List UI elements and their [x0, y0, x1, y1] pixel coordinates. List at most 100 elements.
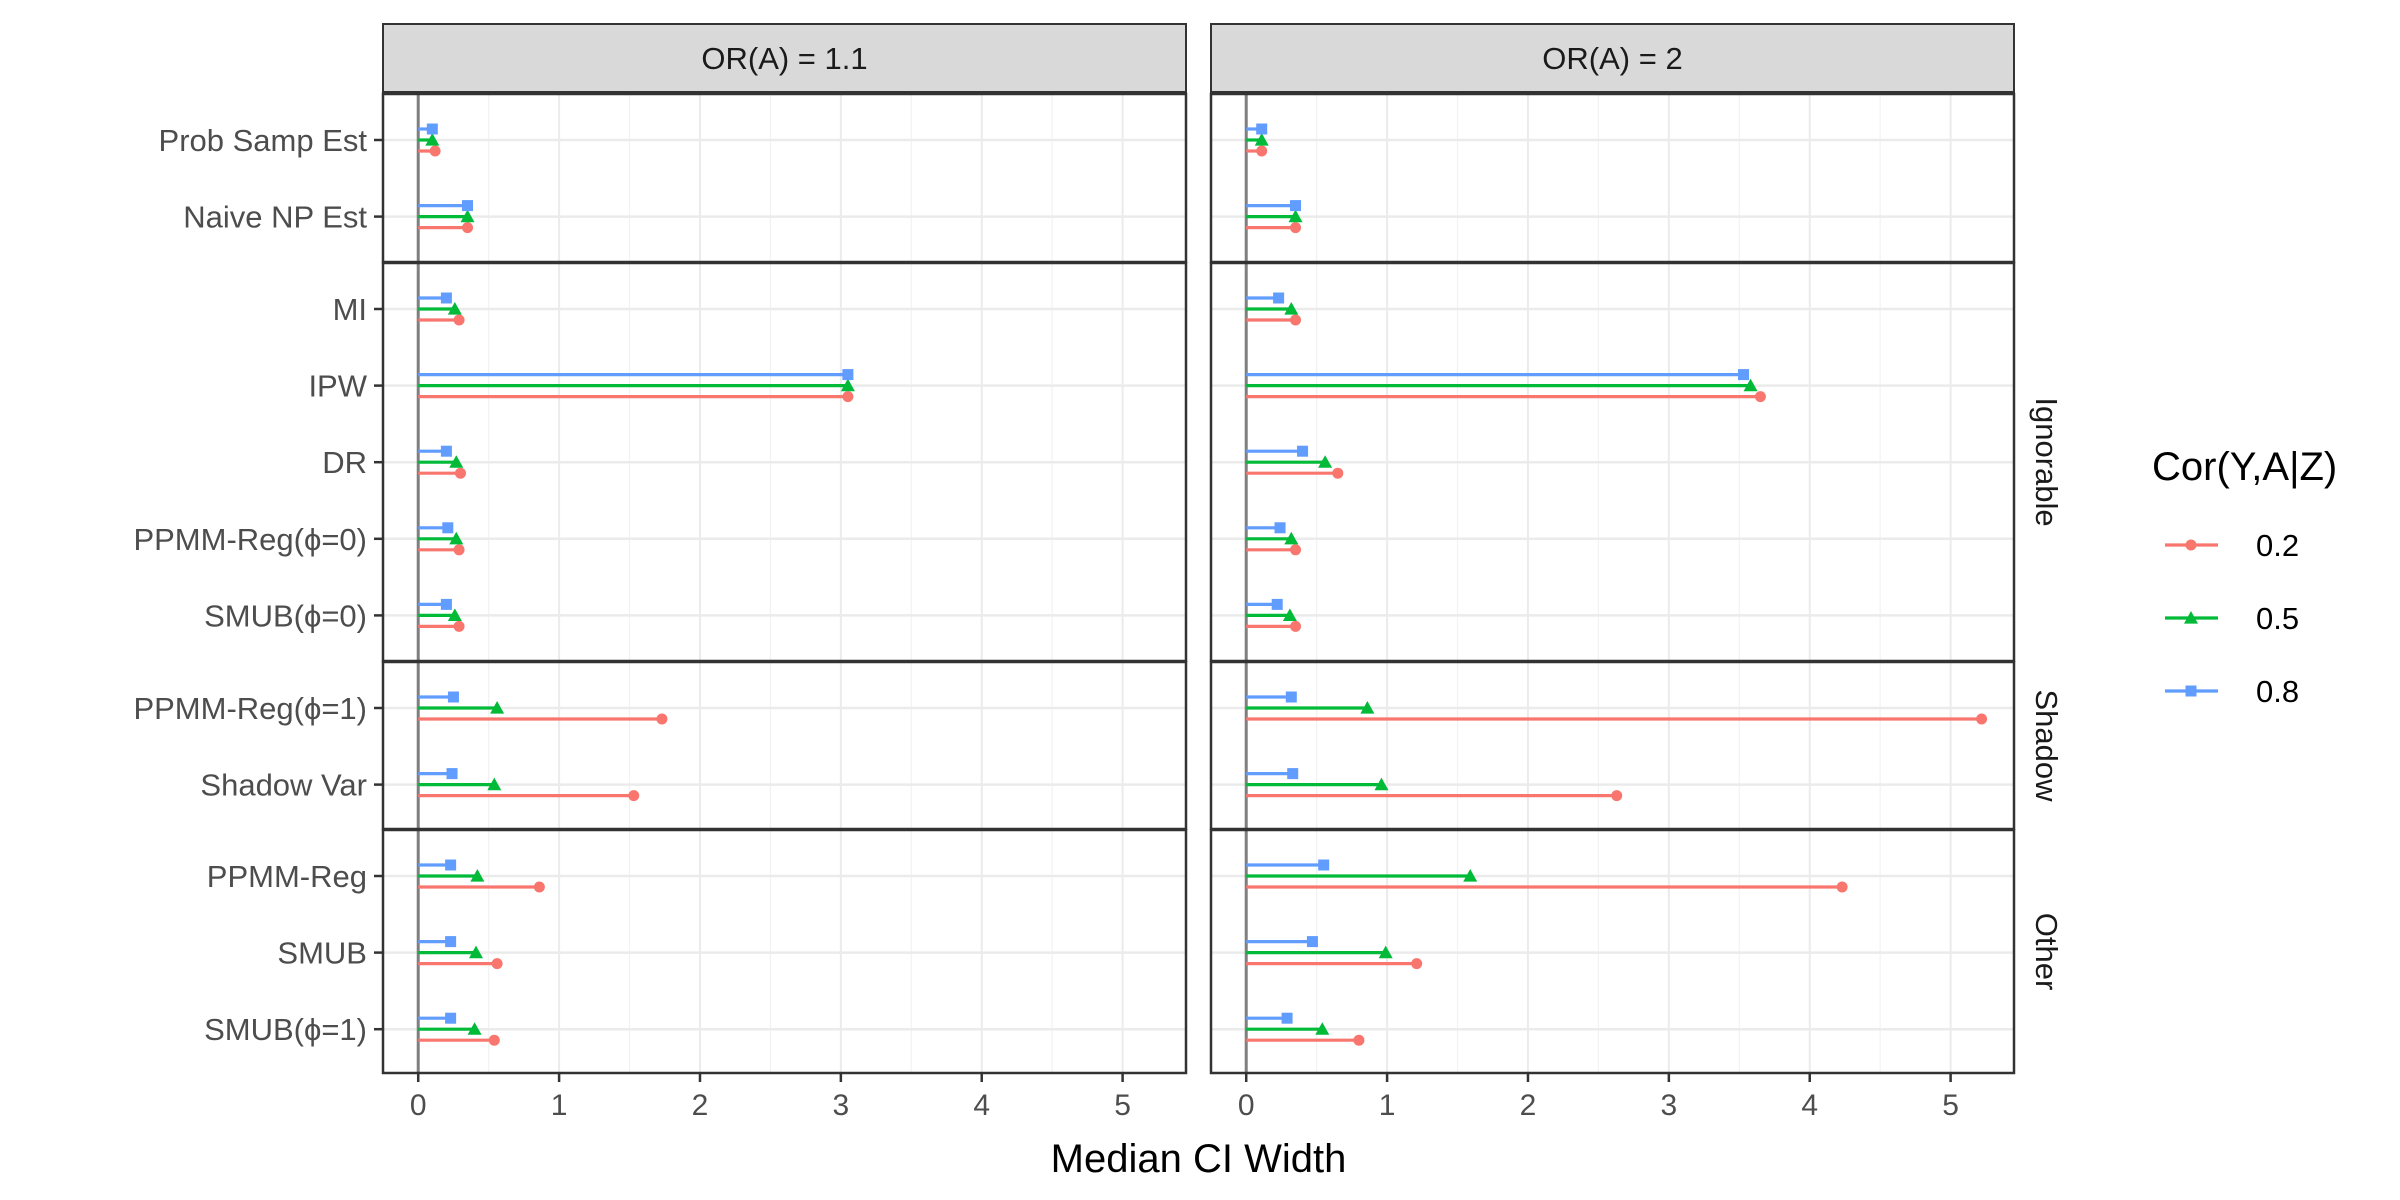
- facet-panel: PPMM-Reg SMUB SMUB(ϕ=1): [204, 828, 1188, 1075]
- lollipop-marker-prob-samp-est-0-8: [1256, 123, 1268, 135]
- x-tick-label: 5: [1114, 1089, 1131, 1122]
- row-facet-label: Other: [2029, 913, 2064, 991]
- legend-label: 0.5: [2256, 601, 2299, 636]
- panel-background: [383, 94, 1186, 262]
- lollipop-marker-ppmm-reg-1-0-8: [447, 691, 459, 703]
- lollipop-marker-ppmm-reg-0-2: [1836, 881, 1848, 893]
- y-tick-label: SMUB: [277, 936, 367, 971]
- facet-panels: OR(A) = 1.1 Prob Samp Est Naive NP Est MI IP…: [133, 23, 2064, 1122]
- lollipop-marker-smub-1-0-2: [488, 1034, 500, 1046]
- lollipop-marker-ipw-0-2: [842, 391, 854, 403]
- x-tick-label: 4: [973, 1089, 990, 1122]
- lollipop-marker-ppmm-reg-0-5: [1463, 869, 1478, 882]
- y-tick-label: SMUB(ϕ=0): [204, 598, 367, 633]
- lollipop-marker-dr-0-8: [1297, 445, 1309, 457]
- facet-panel: Shadow: [1209, 660, 2064, 831]
- facet-strip-label: OR(A) = 1.1: [701, 41, 867, 76]
- lollipop-marker-smub-1-0-5: [467, 1022, 482, 1035]
- lollipop-marker-smub-1-0-8: [445, 1012, 457, 1024]
- facet-panel: Ignorable: [1209, 261, 2064, 663]
- facet-strip: [382, 23, 1187, 93]
- lollipop-marker-shadow-var-0-8: [446, 768, 458, 780]
- lollipop-marker-ipw-0-8: [842, 369, 854, 381]
- lollipop-marker-prob-samp-est-0-2: [429, 145, 441, 157]
- panel-background: [1211, 662, 2014, 829]
- facet-panel: Prob Samp Est Naive NP Est: [159, 92, 1188, 264]
- legend-key-marker: [2185, 539, 2197, 551]
- legend-label: 0.8: [2256, 674, 2299, 709]
- lollipop-marker-smub-0-0-2: [453, 620, 465, 632]
- lollipop-marker-smub-0-0-8: [440, 598, 452, 610]
- lollipop-marker-ppmm-reg-0-8: [445, 859, 457, 871]
- facet-column-1: OR(A) = 1.1 Prob Samp Est Naive NP Est MI IP…: [133, 23, 1188, 1122]
- lollipop-marker-smub-0-2: [491, 958, 503, 970]
- y-tick-label: MI: [333, 292, 367, 327]
- legend-item-0-5: 0.5: [2165, 601, 2299, 636]
- lollipop-marker-smub-1-0-2: [1353, 1034, 1365, 1046]
- lollipop-marker-mi-0-8: [1273, 292, 1285, 304]
- y-tick-label: Naive NP Est: [183, 200, 367, 235]
- lollipop-marker-naive-np-est-0-2: [462, 222, 474, 234]
- facet-panel: Other: [1209, 828, 2064, 1075]
- lollipop-marker-naive-np-est-0-5: [460, 209, 475, 223]
- lollipop-marker-ipw-0-5: [1743, 378, 1758, 392]
- y-tick-label: Shadow Var: [200, 768, 367, 803]
- legend: Cor(Y,A|Z) 0.2 0.5 0.8: [2152, 445, 2337, 709]
- legend-key-marker: [2184, 611, 2198, 624]
- lollipop-marker-ipw-0-2: [1754, 391, 1766, 403]
- lollipop-marker-mi-0-8: [440, 292, 452, 304]
- row-facet-label: Shadow: [2029, 689, 2064, 802]
- lollipop-marker-ppmm-reg-0-0-8: [1274, 522, 1286, 534]
- x-tick-label: 3: [833, 1089, 850, 1122]
- lollipop-marker-shadow-var-0-5: [487, 777, 502, 791]
- lollipop-marker-naive-np-est-0-5: [1288, 209, 1303, 223]
- lollipop-marker-mi-0-2: [1290, 314, 1302, 326]
- lollipop-marker-ppmm-reg-1-0-2: [656, 713, 668, 725]
- y-tick-label: DR: [322, 445, 367, 480]
- y-tick-label: IPW: [308, 369, 367, 404]
- facet-panel: [1209, 92, 2016, 264]
- lollipop-marker-shadow-var-0-8: [1287, 768, 1299, 780]
- x-tick-label: 0: [1238, 1089, 1255, 1122]
- lollipop-marker-smub-0-5: [468, 945, 483, 959]
- x-axis-title: Median CI Width: [1051, 1137, 1347, 1181]
- lollipop-marker-mi-0-5: [447, 302, 462, 315]
- x-tick-label: 3: [1661, 1089, 1678, 1122]
- y-tick-label: PPMM-Reg: [207, 859, 367, 894]
- lollipop-marker-ipw-0-8: [1738, 369, 1750, 381]
- lollipop-marker-smub-0-8: [1306, 936, 1318, 948]
- lollipop-marker-ppmm-reg-0-0-5: [449, 531, 464, 545]
- x-axis-title-group: Median CI Width: [1051, 1137, 1347, 1181]
- facet-column-2: OR(A) = 2 Ignorable Shadow Other 0 1 2 3 4 5: [1209, 23, 2064, 1122]
- row-facet-label: Ignorable: [2029, 397, 2064, 526]
- x-tick-label: 2: [692, 1089, 709, 1122]
- lollipop-marker-ppmm-reg-1-0-2: [1976, 713, 1988, 725]
- lollipop-marker-shadow-var-0-2: [628, 790, 640, 802]
- lollipop-marker-smub-0-8: [445, 936, 457, 948]
- lollipop-marker-mi-0-5: [1284, 302, 1299, 315]
- facet-strip: [1210, 23, 2015, 93]
- x-tick-label: 2: [1520, 1089, 1537, 1122]
- lollipop-marker-smub-0-5: [1378, 945, 1393, 959]
- panel-background: [383, 662, 1186, 829]
- panel-border: [1209, 828, 2016, 1075]
- legend-item-0-2: 0.2: [2165, 528, 2299, 563]
- lollipop-marker-dr-0-5: [449, 455, 464, 468]
- x-tick-label: 1: [1379, 1089, 1396, 1122]
- y-tick-label: PPMM-Reg(ϕ=0): [133, 522, 367, 557]
- y-tick-label: SMUB(ϕ=1): [204, 1012, 367, 1047]
- lollipop-marker-shadow-var-0-2: [1611, 790, 1623, 802]
- legend-key-marker: [2185, 685, 2197, 697]
- lollipop-marker-ppmm-reg-0-0-8: [442, 522, 454, 534]
- y-tick-label: PPMM-Reg(ϕ=1): [133, 691, 367, 726]
- lollipop-marker-ppmm-reg-0-0-2: [1290, 544, 1302, 556]
- lollipop-marker-dr-0-2: [454, 467, 466, 479]
- lollipop-marker-prob-samp-est-0-5: [1254, 133, 1269, 146]
- x-tick-label: 5: [1942, 1089, 1959, 1122]
- lollipop-marker-naive-np-est-0-8: [462, 200, 474, 212]
- lollipop-marker-dr-0-5: [1318, 455, 1333, 468]
- lollipop-marker-smub-0-0-5: [447, 608, 462, 621]
- x-tick-label: 0: [410, 1089, 427, 1122]
- y-tick-label: Prob Samp Est: [159, 123, 368, 158]
